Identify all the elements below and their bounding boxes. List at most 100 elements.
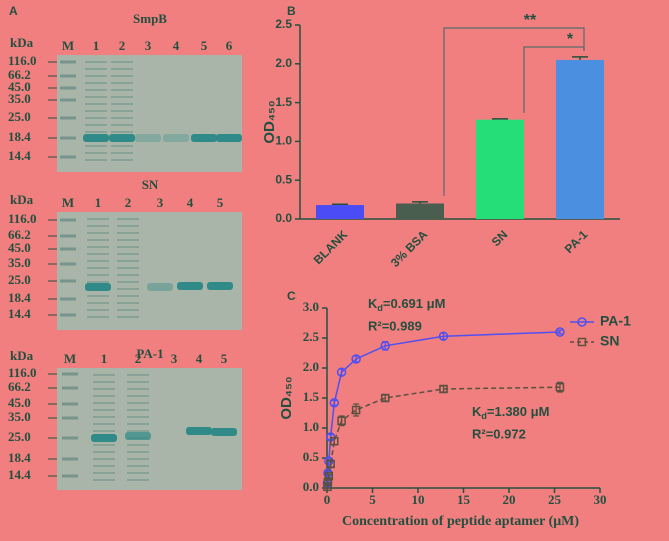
data-point [326, 459, 335, 469]
protein-band [87, 309, 109, 311]
protein-band [127, 472, 149, 474]
y-tick-label: 2.0 [275, 56, 292, 70]
protein-band [127, 479, 149, 481]
protein-band [85, 131, 107, 133]
x-tick-label: PA-1 [562, 227, 591, 256]
marker-label: 18.4 [8, 450, 31, 465]
gel-unit: kDa [10, 35, 34, 50]
ladder-band [62, 436, 78, 440]
marker-label: 35.0 [8, 91, 31, 106]
protein-band [85, 61, 107, 63]
protein-band [85, 152, 107, 154]
protein-band [85, 75, 107, 77]
ladder-band [60, 218, 76, 222]
protein-band [127, 451, 149, 453]
lane-label: 6 [226, 38, 233, 53]
legend-marker [577, 317, 587, 327]
fit-parameter: Kd=0.691 μM [368, 296, 445, 313]
y-tick-label: 1.5 [303, 389, 320, 404]
protein-band [117, 253, 139, 255]
protein-band [87, 302, 109, 304]
data-point [351, 405, 361, 415]
lane-label: 3 [171, 351, 178, 366]
protein-band [117, 316, 139, 318]
significance-bracket [443, 27, 585, 196]
protein-band [127, 374, 149, 376]
ladder-band [60, 247, 76, 251]
lane-label: 3 [145, 38, 152, 53]
protein-band [87, 253, 109, 255]
protein-band [93, 402, 115, 404]
marker-label: 35.0 [8, 255, 31, 270]
protein-band [93, 395, 115, 397]
y-tick-label: 0.5 [303, 449, 320, 464]
protein-band [85, 68, 107, 70]
data-point [337, 416, 346, 426]
marker-label: 14.4 [8, 467, 31, 482]
marker-label: 116.0 [8, 365, 37, 380]
legend-marker [577, 337, 587, 347]
protein-band [83, 134, 109, 142]
protein-band [111, 61, 133, 63]
x-tick-label: 3% BSA [388, 227, 431, 270]
error-bar [572, 56, 588, 60]
protein-band [207, 282, 233, 290]
ladder-band [60, 74, 76, 78]
protein-band [117, 267, 139, 269]
protein-band [85, 110, 107, 112]
protein-band [85, 89, 107, 91]
protein-band [87, 274, 109, 276]
protein-band [85, 103, 107, 105]
protein-band [111, 117, 133, 119]
protein-band [127, 423, 149, 425]
ladder-band [62, 416, 78, 420]
protein-band [135, 134, 161, 142]
fit-parameter: Kd=1.380 μM [472, 404, 549, 421]
protein-band [111, 131, 133, 133]
error-bar [331, 399, 338, 406]
protein-band [87, 239, 109, 241]
lane-label: 2 [135, 351, 142, 366]
ladder-band [60, 60, 76, 64]
marker-label: 25.0 [8, 272, 31, 287]
lane-label: 2 [125, 195, 132, 210]
data-point [323, 477, 333, 487]
error-bar [556, 329, 563, 335]
gel-title: SmpB [133, 11, 167, 26]
protein-band [127, 381, 149, 383]
gel-unit: kDa [10, 192, 34, 207]
y-axis-label: OD₄₅₀ [261, 100, 278, 143]
fit-r2: R²=0.972 [472, 426, 526, 441]
protein-band [216, 134, 242, 142]
protein-band [93, 458, 115, 460]
protein-band [87, 316, 109, 318]
protein-band [111, 96, 133, 98]
fit-parameter-part: d [377, 303, 383, 313]
marker-label: 45.0 [8, 395, 31, 410]
y-axis-label: OD₄₅₀ [278, 376, 295, 419]
protein-band [117, 302, 139, 304]
lane-label: 1 [93, 38, 100, 53]
x-tick-label: BLANK [311, 227, 351, 267]
x-tick-label: 15 [457, 492, 471, 507]
protein-band [117, 274, 139, 276]
protein-band [111, 75, 133, 77]
protein-band [117, 260, 139, 262]
protein-band [93, 465, 115, 467]
protein-band [93, 444, 115, 446]
ladder-band [62, 386, 78, 390]
fit-parameter-part: =0.691 μM [383, 296, 446, 311]
protein-band [117, 239, 139, 241]
protein-band [85, 117, 107, 119]
protein-band [117, 309, 139, 311]
ladder-band [62, 402, 78, 406]
protein-band [111, 124, 133, 126]
ladder-band [60, 116, 76, 120]
protein-band [87, 246, 109, 248]
protein-band [127, 388, 149, 390]
bar [396, 203, 444, 219]
y-tick-label: 1.0 [303, 419, 319, 434]
protein-band [93, 423, 115, 425]
protein-band [109, 134, 135, 142]
marker-label: 116.0 [8, 211, 37, 226]
